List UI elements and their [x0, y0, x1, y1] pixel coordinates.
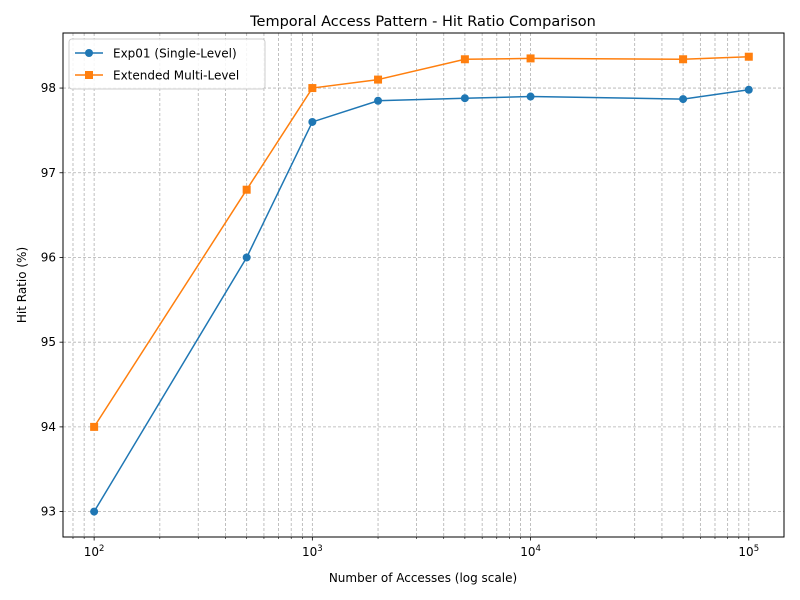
series-1-point: [526, 92, 535, 101]
legend: Exp01 (Single-Level) Extended Multi-Level: [68, 38, 266, 90]
legend-label: Extended Multi-Level: [113, 69, 239, 83]
series-1-point: [744, 85, 753, 94]
series-2-point: [679, 55, 688, 64]
y-tick-label: 94: [41, 420, 56, 434]
legend-swatch-marker: [85, 71, 93, 79]
x-axis-title: Number of Accesses (log scale): [329, 571, 517, 585]
series-1-point: [374, 96, 383, 105]
y-tick-label: 93: [41, 505, 56, 519]
y-axis-title: Hit Ratio (%): [15, 247, 29, 323]
legend-swatch-marker: [85, 49, 93, 57]
series-2-point: [242, 185, 251, 194]
series-1-point: [242, 253, 251, 262]
series-2-point: [374, 75, 383, 84]
series-1-point: [460, 94, 469, 103]
x-tick-label: 105: [738, 544, 759, 559]
y-tick-label: 97: [41, 166, 56, 180]
series-2-point: [308, 84, 317, 93]
y-tick-label: 96: [41, 250, 56, 264]
series-layer: [90, 52, 753, 516]
axes: 102 103 104 105 93 94 95 96 97 98: [41, 81, 759, 559]
legend-label: Exp01 (Single-Level): [113, 47, 237, 61]
legend-box: [68, 38, 266, 90]
series-2-point: [526, 54, 535, 63]
x-tick-label: 104: [520, 544, 541, 559]
series-2-point: [460, 55, 469, 64]
x-tick-label: 102: [84, 544, 105, 559]
chart-title: Temporal Access Pattern - Hit Ratio Comp…: [249, 14, 596, 30]
x-tick-label: 103: [302, 544, 323, 559]
series-1-point: [90, 507, 99, 516]
series-1-point: [679, 95, 688, 104]
series-1-point: [308, 117, 317, 126]
series-line-1: [93, 89, 749, 512]
y-tick-label: 95: [41, 335, 56, 349]
series-2-point: [744, 52, 753, 61]
series-line-2: [93, 55, 749, 428]
y-tick-label: 98: [41, 81, 56, 95]
grid: [63, 33, 784, 537]
series-2-point: [90, 422, 99, 431]
plot-frame: [62, 32, 785, 538]
